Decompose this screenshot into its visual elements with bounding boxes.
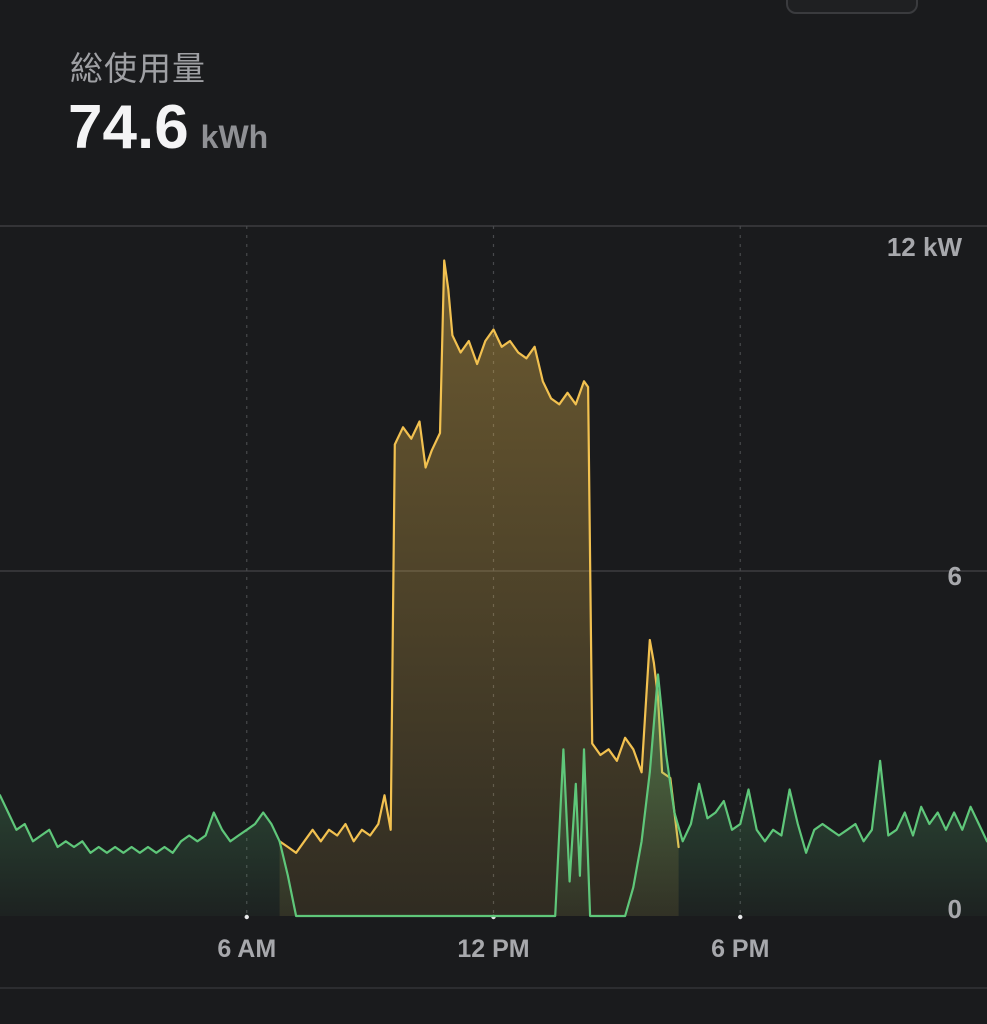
solar-area-fill xyxy=(0,674,987,916)
total-usage-number: 74.6 xyxy=(68,93,189,162)
usage-area-fill xyxy=(279,260,679,916)
chart-ticks: 12 kW 6 0 6 AM 12 PM 6 PM xyxy=(217,232,962,963)
total-usage-value: 74.6 kWh xyxy=(68,92,268,163)
x-tick-label-18: 6 PM xyxy=(711,935,769,963)
y-tick-label-6: 6 xyxy=(948,561,962,591)
x-tick-label-12: 12 PM xyxy=(457,935,529,963)
total-usage-label: 総使用量 xyxy=(70,49,206,88)
total-usage-unit: kWh xyxy=(200,119,269,155)
period-selector-button[interactable] xyxy=(786,0,918,14)
y-tick-label-0: 0 xyxy=(948,894,962,924)
chart-areas xyxy=(0,259,987,918)
usage-line xyxy=(278,259,680,854)
x-tick-label-6: 6 AM xyxy=(217,935,276,963)
bottom-divider xyxy=(0,987,987,989)
solar-line xyxy=(0,673,987,918)
y-tick-label-12: 12 kW xyxy=(887,232,963,262)
